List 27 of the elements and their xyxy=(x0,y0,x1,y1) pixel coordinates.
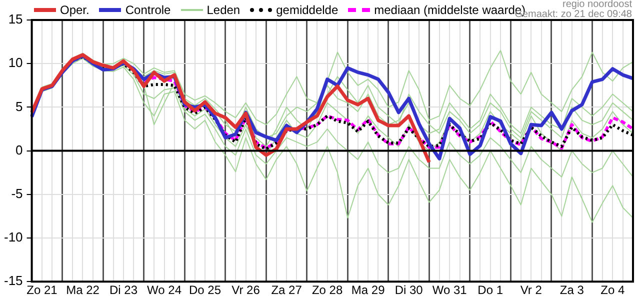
x-tick-label: Ma 29 xyxy=(351,283,386,298)
y-tick-label: -15 xyxy=(4,273,23,288)
x-tick-label: Vr 2 xyxy=(520,283,542,298)
y-tick-label: -5 xyxy=(11,186,23,201)
x-tick-label: Za 27 xyxy=(271,283,302,298)
y-tick-label: 10 xyxy=(8,55,23,70)
x-tick-label: Wo 31 xyxy=(432,283,468,298)
x-tick-label: Di 30 xyxy=(394,283,424,298)
legend-label: Leden xyxy=(206,2,240,18)
x-tick-label: Zo 4 xyxy=(600,283,625,298)
x-tick-label: Zo 21 xyxy=(26,283,58,298)
legend-label: gemiddelde xyxy=(276,2,338,18)
x-tick-label: Zo 28 xyxy=(312,283,343,298)
y-tick-label: 15 xyxy=(8,12,23,27)
legend-label: Oper. xyxy=(60,2,90,18)
y-tick-label: 5 xyxy=(16,98,23,114)
chart-subtitle: regio noordoost xyxy=(562,0,632,10)
y-tick-label: 0 xyxy=(16,142,23,158)
x-tick-label: Do 25 xyxy=(189,283,222,298)
x-tick-label: Za 3 xyxy=(560,283,584,298)
x-tick-label: Vr 26 xyxy=(232,283,260,298)
legend-label: Controle xyxy=(125,2,171,18)
x-tick-label: Ma 22 xyxy=(66,283,100,298)
y-tick-label: -10 xyxy=(4,230,23,245)
x-tick-label: Wo 24 xyxy=(147,283,182,298)
x-tick-label: Do 1 xyxy=(478,283,504,298)
x-tick-label: Di 23 xyxy=(109,283,138,298)
